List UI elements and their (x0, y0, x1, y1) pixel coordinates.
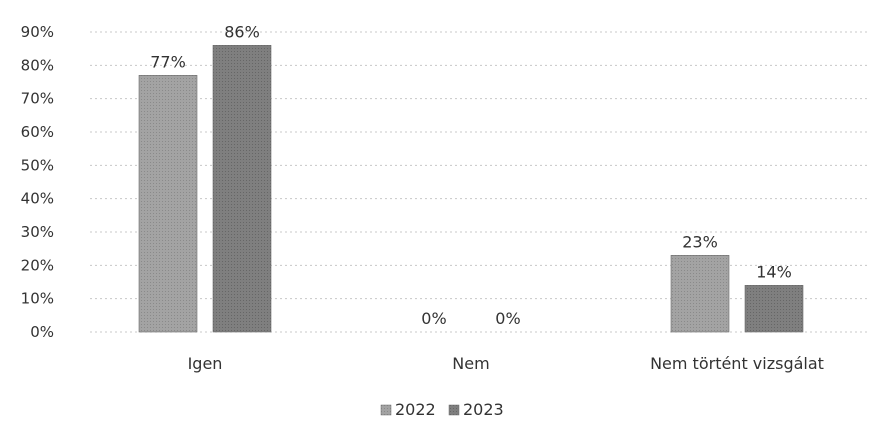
category-label: Igen (188, 354, 223, 373)
y-tick-label: 80% (21, 56, 54, 74)
y-tick-label: 0% (30, 323, 54, 341)
data-label-2023-1: 0% (495, 309, 520, 328)
bars (138, 45, 804, 333)
legend-swatch-2023 (448, 404, 460, 416)
data-labels: 77% 86% 0% 0% 23% 14% (150, 22, 792, 328)
y-tick-label: 60% (21, 123, 54, 141)
data-label-2023-2: 14% (756, 262, 792, 281)
y-tick-label: 30% (21, 223, 54, 241)
legend: 2022 2023 (380, 400, 504, 419)
legend-label-2023: 2023 (463, 400, 504, 419)
data-label-2022-0: 77% (150, 52, 186, 71)
y-tick-label: 90% (21, 23, 54, 41)
legend-swatch-2022 (380, 404, 392, 416)
bar-2023-0 (212, 45, 272, 333)
y-tick-label: 40% (21, 190, 54, 208)
category-label: Nem történt vizsgálat (650, 354, 824, 373)
legend-label-2022: 2022 (395, 400, 436, 419)
bar-2022-0 (138, 75, 198, 333)
y-tick-label: 50% (21, 156, 54, 174)
data-label-2023-0: 86% (224, 22, 260, 41)
data-label-2022-1: 0% (421, 309, 446, 328)
x-axis-categories: Igen Nem Nem történt vizsgálat (188, 354, 824, 373)
category-label: Nem (452, 354, 489, 373)
y-tick-label: 20% (21, 256, 54, 274)
data-label-2022-2: 23% (682, 232, 718, 251)
y-axis-ticks: 0% 10% 20% 30% 40% 50% 60% 70% 80% 90% (21, 23, 54, 341)
bar-2023-2 (744, 285, 804, 333)
bar-2022-2 (670, 255, 730, 333)
y-tick-label: 10% (21, 290, 54, 308)
y-tick-label: 70% (21, 90, 54, 108)
